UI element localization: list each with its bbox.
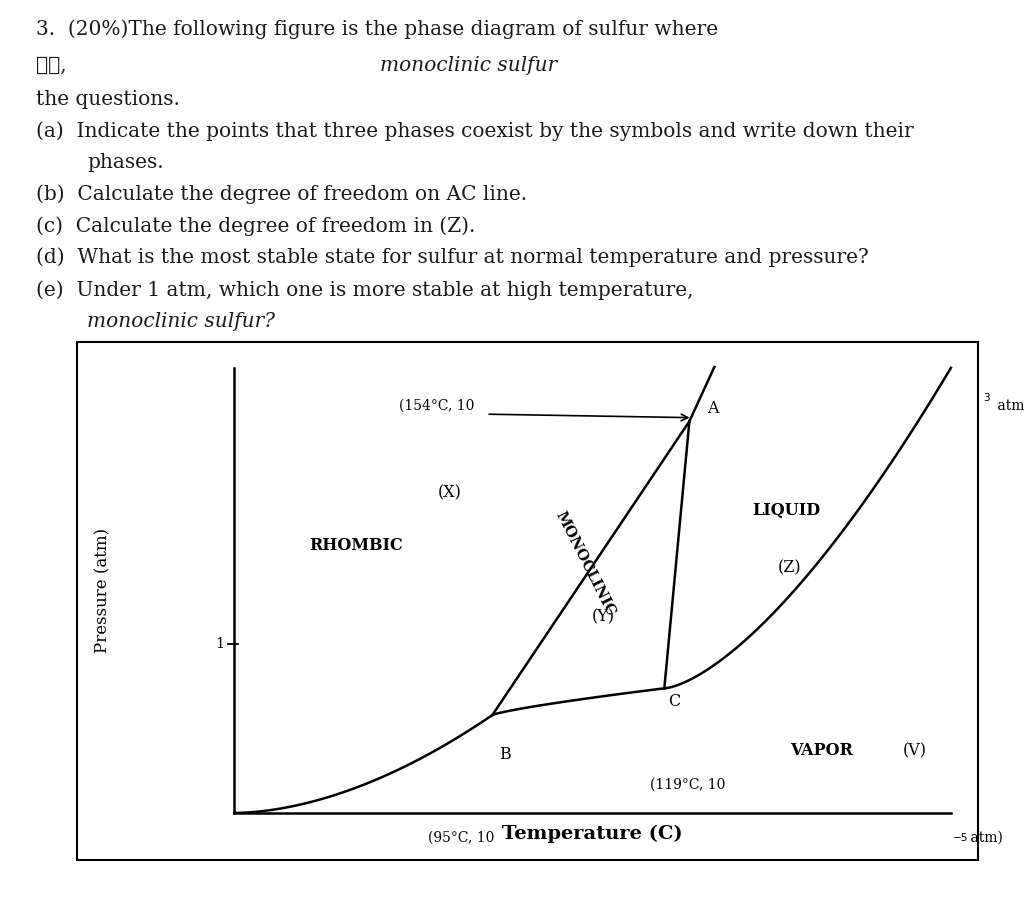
Text: (154°C, 10: (154°C, 10 <box>399 399 475 412</box>
Text: atm): atm) <box>966 831 1002 845</box>
Text: RHOMBIC: RHOMBIC <box>309 537 403 554</box>
Bar <box>77 342 978 860</box>
Text: monoclinic sulfur: monoclinic sulfur <box>380 56 557 75</box>
Text: VAPOR: VAPOR <box>791 742 853 759</box>
Text: 3: 3 <box>983 393 989 403</box>
Text: 1: 1 <box>215 637 224 651</box>
Text: atm) A: atm) A <box>993 399 1024 412</box>
Text: (V): (V) <box>903 742 927 759</box>
Text: −5: −5 <box>953 832 969 842</box>
Text: LIQUID: LIQUID <box>752 502 820 518</box>
Text: Pressure (atm): Pressure (atm) <box>94 527 111 653</box>
Text: C: C <box>668 693 680 710</box>
Text: 方硫,: 方硫, <box>36 56 73 75</box>
Text: B: B <box>500 746 511 763</box>
Text: (b)  Calculate the degree of freedom on AC line.: (b) Calculate the degree of freedom on A… <box>36 184 527 204</box>
Text: phases.: phases. <box>87 153 164 172</box>
Text: (X): (X) <box>437 484 462 501</box>
Text: A: A <box>708 400 719 417</box>
Text: (c)  Calculate the degree of freedom in (Z).: (c) Calculate the degree of freedom in (… <box>36 216 475 236</box>
Text: (a)  Indicate the points that three phases coexist by the symbols and write down: (a) Indicate the points that three phase… <box>36 122 913 141</box>
Text: monoclinic sulfur?: monoclinic sulfur? <box>87 312 275 331</box>
Text: (Z): (Z) <box>778 560 802 577</box>
Text: Temperature (C): Temperature (C) <box>503 825 683 843</box>
Text: (119°C, 10: (119°C, 10 <box>650 778 725 791</box>
Text: (Y): (Y) <box>592 608 615 626</box>
Text: (e)  Under 1 atm, which one is more stable at high temperature,: (e) Under 1 atm, which one is more stabl… <box>36 281 699 301</box>
Text: 3.  (20%)The following figure is the phase diagram of sulfur where: 3. (20%)The following figure is the phas… <box>36 20 724 40</box>
Text: the questions.: the questions. <box>36 90 180 109</box>
Text: MONOCLINIC: MONOCLINIC <box>553 509 617 618</box>
Text: (d)  What is the most stable state for sulfur at normal temperature and pressure: (d) What is the most stable state for su… <box>36 248 868 267</box>
Text: (95°C, 10: (95°C, 10 <box>428 831 495 845</box>
